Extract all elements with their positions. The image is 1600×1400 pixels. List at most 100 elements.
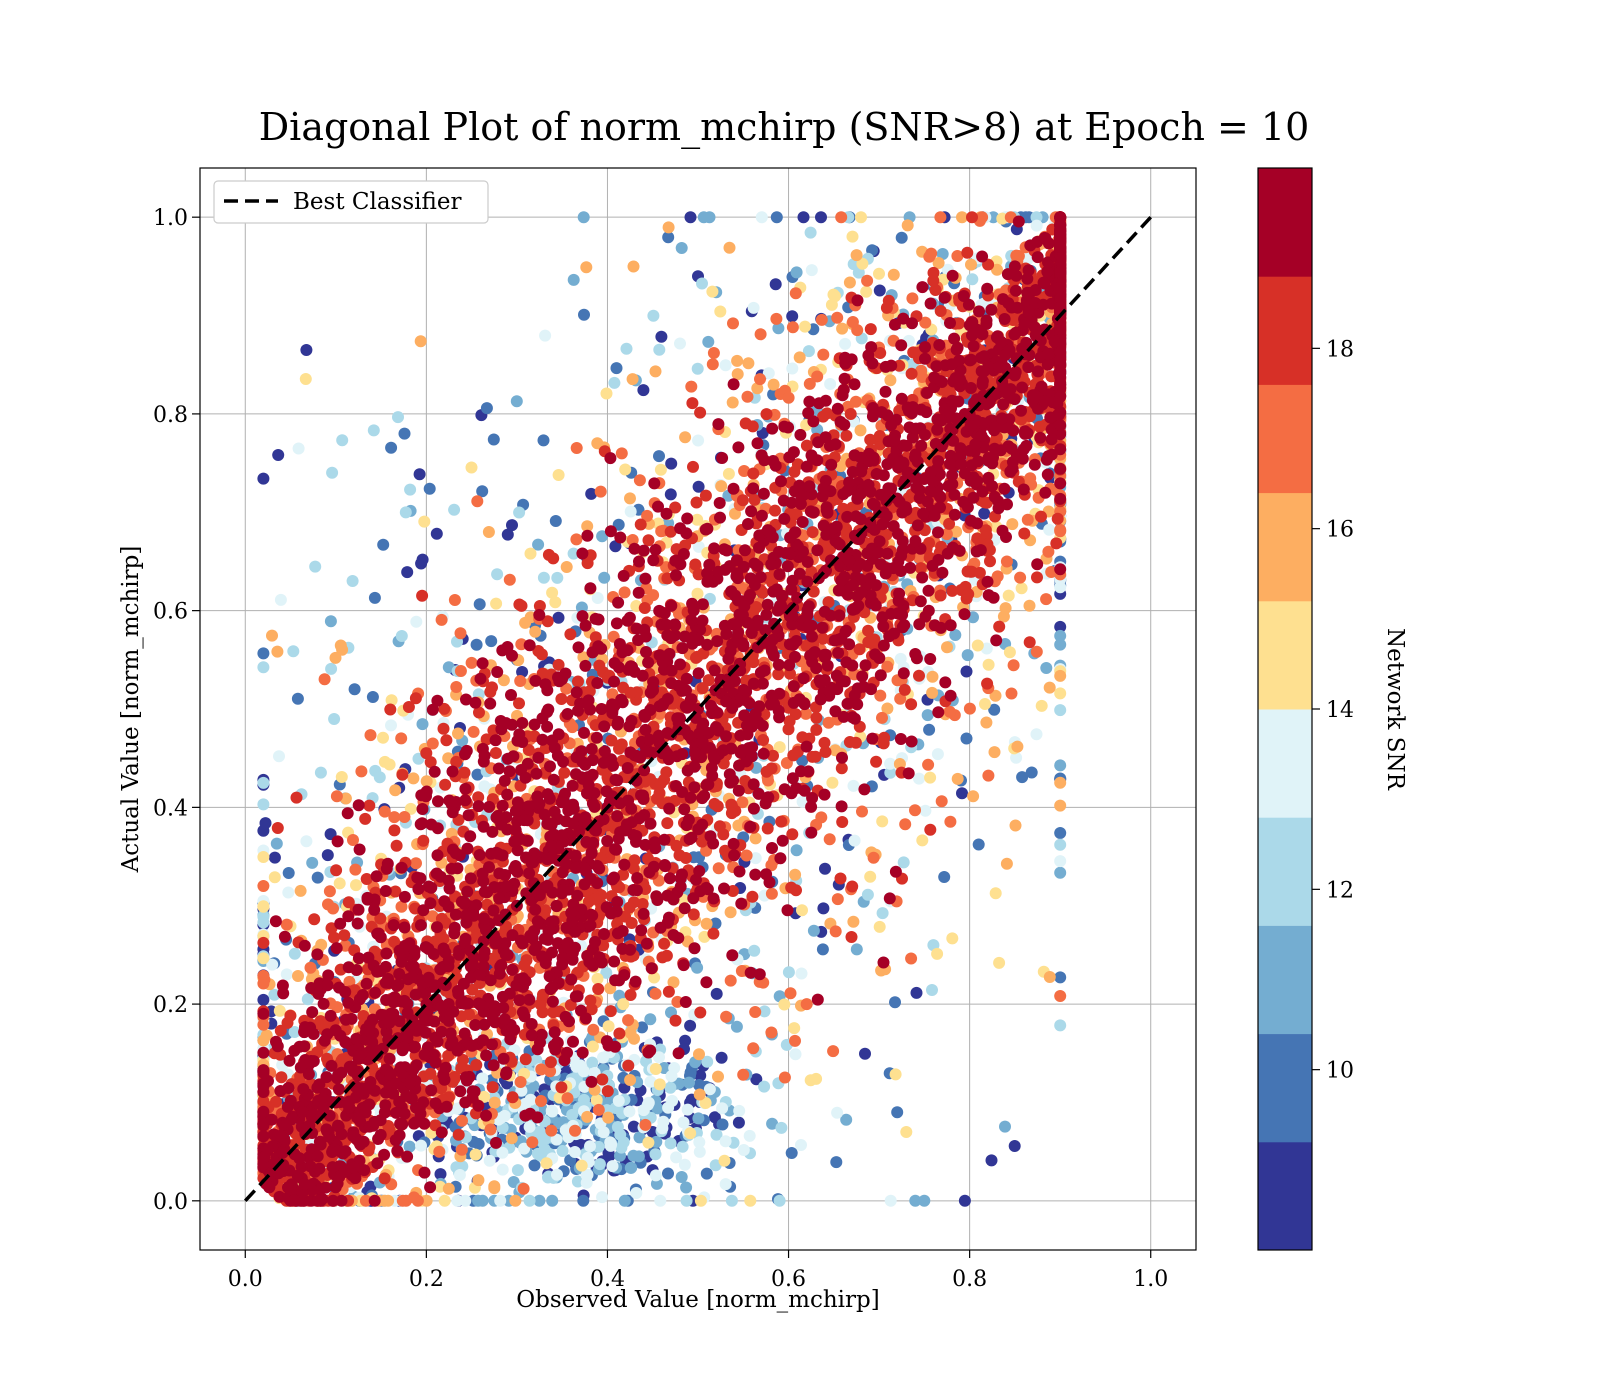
scatter-point bbox=[906, 292, 919, 305]
scatter-point bbox=[580, 261, 593, 274]
scatter-point bbox=[694, 1006, 707, 1019]
scatter-point bbox=[653, 1051, 665, 1064]
scatter-point bbox=[693, 1136, 706, 1149]
scatter-point bbox=[1002, 589, 1015, 602]
scatter-point bbox=[751, 382, 764, 395]
scatter-point bbox=[946, 932, 959, 945]
scatter-point bbox=[513, 598, 526, 611]
scatter-point bbox=[268, 988, 281, 1001]
scatter-point bbox=[602, 1111, 615, 1124]
scatter-point bbox=[693, 1145, 706, 1158]
scatter-point bbox=[1054, 990, 1067, 1002]
scatter-point bbox=[1018, 527, 1031, 540]
scatter-point bbox=[786, 310, 799, 323]
scatter-point bbox=[611, 1121, 624, 1133]
scatter-point bbox=[795, 1139, 807, 1151]
scatter-point bbox=[1043, 523, 1056, 536]
scatter-point bbox=[570, 442, 583, 454]
scatter-point bbox=[272, 449, 285, 461]
scatter-point bbox=[649, 987, 662, 1000]
scatter-point bbox=[359, 812, 372, 825]
scatter-point bbox=[850, 943, 863, 956]
scatter-point bbox=[416, 718, 429, 731]
scatter-point bbox=[749, 852, 762, 865]
scatter-point bbox=[1043, 971, 1056, 983]
scatter-point bbox=[270, 837, 283, 850]
scatter-point bbox=[755, 211, 768, 224]
scatter-point bbox=[327, 902, 339, 915]
scatter-point bbox=[934, 211, 947, 224]
scatter-point bbox=[946, 584, 959, 597]
scatter-point bbox=[819, 862, 831, 875]
scatter-point bbox=[604, 1005, 617, 1018]
scatter-point bbox=[613, 742, 625, 755]
scatter-point bbox=[836, 816, 849, 828]
scatter-point bbox=[956, 211, 968, 224]
scatter-point bbox=[268, 851, 281, 864]
scatter-point bbox=[895, 231, 908, 244]
scatter-point bbox=[349, 863, 362, 876]
scatter-point bbox=[586, 1056, 599, 1069]
scatter-point bbox=[860, 285, 873, 298]
scatter-point bbox=[722, 467, 735, 480]
scatter-point bbox=[831, 1106, 844, 1119]
scatter-point bbox=[989, 887, 1002, 900]
scatter-point bbox=[981, 677, 994, 690]
scatter-point bbox=[691, 587, 704, 600]
scatter-point bbox=[590, 1094, 603, 1106]
scatter-point bbox=[476, 485, 489, 498]
scatter-point bbox=[804, 1074, 817, 1087]
scatter-point bbox=[1023, 599, 1036, 612]
scatter-point bbox=[758, 1080, 771, 1093]
scatter-point bbox=[257, 776, 270, 789]
scatter-point bbox=[593, 1158, 606, 1171]
scatter-point bbox=[618, 1194, 631, 1207]
scatter-point bbox=[989, 689, 1002, 702]
scatter-point bbox=[486, 681, 498, 694]
scatter-point bbox=[535, 1063, 548, 1076]
scatter-point bbox=[385, 694, 398, 707]
scatter-point bbox=[956, 787, 968, 800]
scatter-point bbox=[961, 246, 974, 259]
scatter-point bbox=[649, 365, 662, 378]
scatter-point bbox=[804, 226, 817, 239]
scatter-point bbox=[1006, 518, 1019, 531]
scatter-point bbox=[505, 1132, 518, 1145]
scatter-point bbox=[790, 844, 803, 857]
scatter-point bbox=[465, 461, 478, 474]
scatter-point bbox=[692, 480, 705, 493]
scatter-point bbox=[694, 406, 707, 419]
scatter-point bbox=[656, 1122, 669, 1135]
scatter-point bbox=[991, 263, 1003, 276]
scatter-point bbox=[472, 1174, 485, 1187]
scatter-point bbox=[805, 264, 818, 277]
scatter-point bbox=[965, 258, 977, 271]
scatter-point bbox=[420, 747, 433, 760]
scatter-point bbox=[491, 568, 504, 581]
scatter-point bbox=[754, 373, 766, 386]
scatter-point bbox=[339, 792, 352, 805]
scatter-point bbox=[653, 787, 666, 800]
scatter-point bbox=[785, 1147, 798, 1159]
scatter-point bbox=[894, 692, 907, 705]
scatter-point bbox=[692, 434, 705, 447]
scatter-point bbox=[1010, 249, 1023, 262]
scatter-point bbox=[577, 211, 590, 224]
scatter-point bbox=[915, 364, 928, 377]
scatter-point bbox=[1033, 420, 1046, 433]
scatter-point bbox=[867, 851, 880, 864]
scatter-point bbox=[420, 1194, 433, 1207]
scatter-point bbox=[627, 260, 640, 273]
scatter-point bbox=[560, 561, 573, 573]
scatter-point bbox=[670, 1151, 683, 1164]
scatter-point bbox=[784, 987, 797, 1000]
scatter-point bbox=[854, 424, 867, 437]
scatter-point bbox=[707, 927, 720, 940]
scatter-point bbox=[793, 351, 806, 364]
scatter-point bbox=[786, 321, 799, 334]
scatter-point bbox=[658, 937, 671, 950]
scatter-point bbox=[605, 734, 618, 747]
scatter-point bbox=[456, 1114, 468, 1127]
scatter-point bbox=[416, 589, 429, 602]
scatter-point bbox=[388, 824, 401, 837]
